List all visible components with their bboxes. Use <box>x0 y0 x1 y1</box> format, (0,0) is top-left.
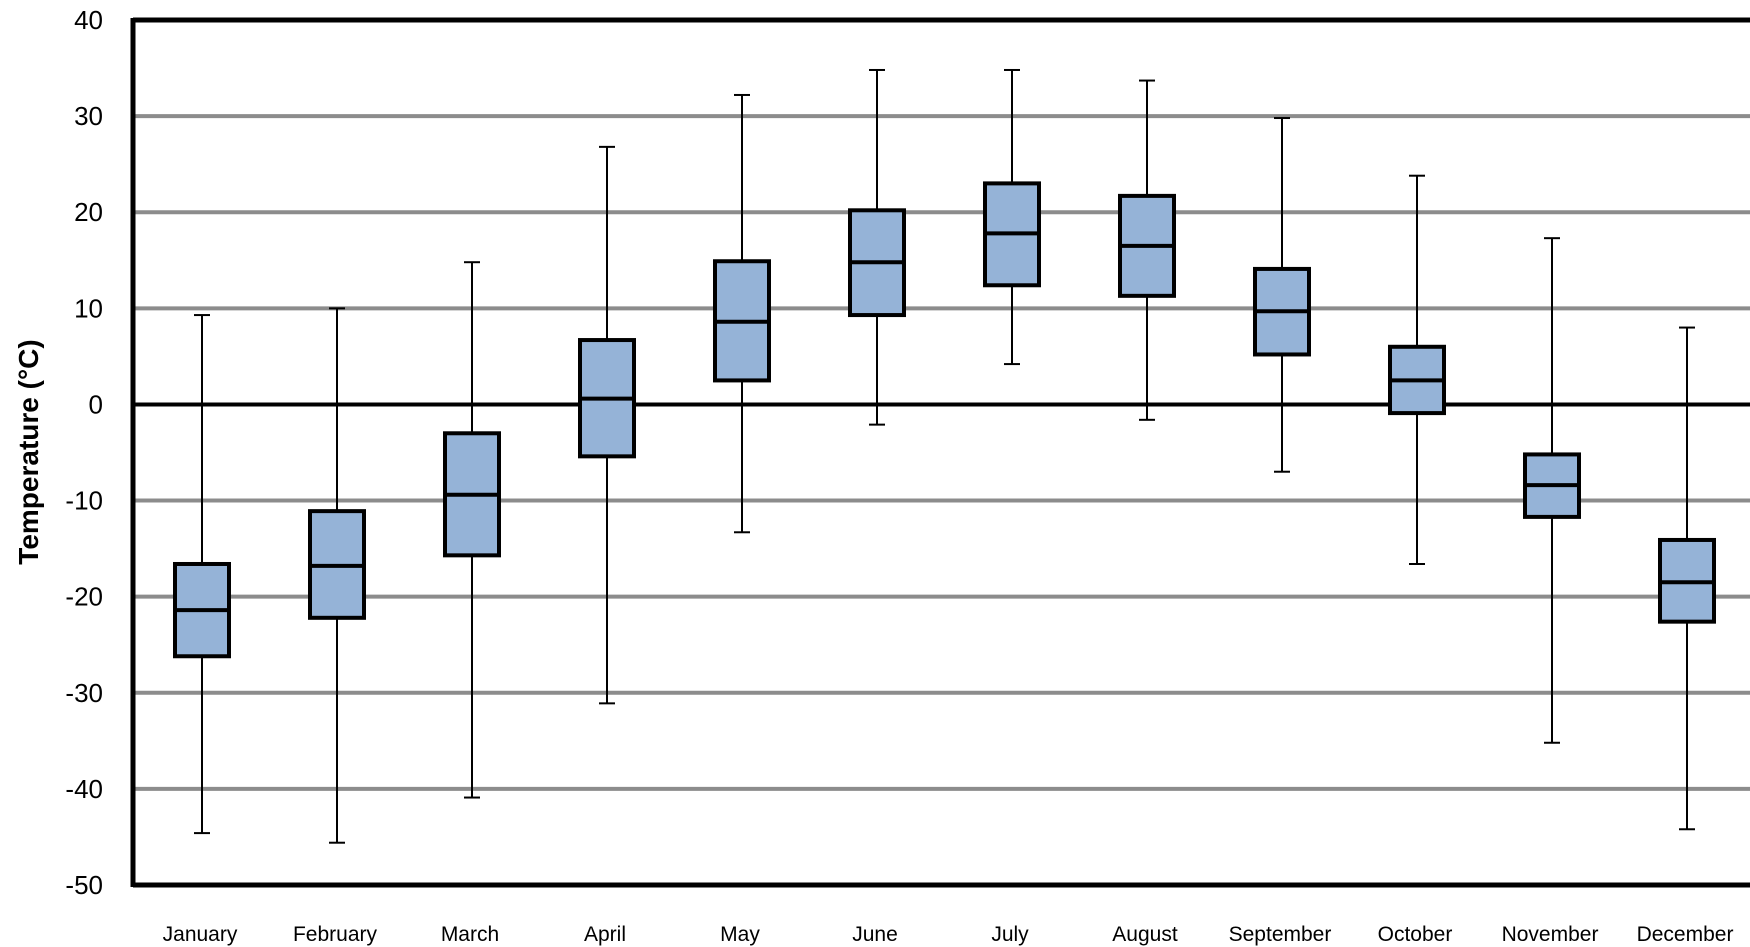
y-tick-label: -40 <box>65 774 103 804</box>
y-tick-label: -10 <box>65 486 103 516</box>
x-tick-label: November <box>1502 923 1599 946</box>
box-december <box>1658 326 1716 831</box>
x-tick-label: December <box>1637 923 1734 946</box>
x-tick-label: March <box>441 923 499 946</box>
y-tick-label: 30 <box>74 101 103 131</box>
grid-layer <box>133 114 1750 791</box>
box-july <box>983 68 1041 366</box>
box-april <box>578 145 636 705</box>
y-tick-label: -30 <box>65 678 103 708</box>
axis-layer <box>130 17 1750 888</box>
x-tick-label: September <box>1229 923 1332 946</box>
y-tick-label: -20 <box>65 582 103 612</box>
x-tick-label: June <box>852 923 898 946</box>
x-tick-label: August <box>1112 923 1178 946</box>
text-layer: Temperature (°C) 40 30 20 10 0 -10 -20 -30 -40 -5… <box>13 5 1733 946</box>
x-tick-label: October <box>1378 923 1453 946</box>
y-tick-label: 40 <box>74 5 103 35</box>
x-tick-label: April <box>584 923 626 946</box>
box-october <box>1388 174 1446 565</box>
y-tick-label: 10 <box>74 293 103 323</box>
box-february <box>308 307 366 844</box>
box-march <box>443 261 501 799</box>
x-tick-label: July <box>991 923 1029 946</box>
y-axis-label: Temperature (°C) <box>13 339 44 564</box>
box-august <box>1118 79 1176 421</box>
x-tick-label: February <box>293 923 378 946</box>
box-january <box>173 314 231 835</box>
box-june <box>848 68 906 426</box>
x-tick-label: January <box>163 923 238 946</box>
y-tick-label: -50 <box>65 870 103 900</box>
y-tick-label: 20 <box>74 197 103 227</box>
box-may <box>713 93 771 534</box>
box-september <box>1253 117 1311 473</box>
x-tick-label: May <box>720 923 760 946</box>
y-tick-label: 0 <box>89 389 103 419</box>
box-layer <box>173 68 1716 844</box>
box-november <box>1523 237 1581 744</box>
